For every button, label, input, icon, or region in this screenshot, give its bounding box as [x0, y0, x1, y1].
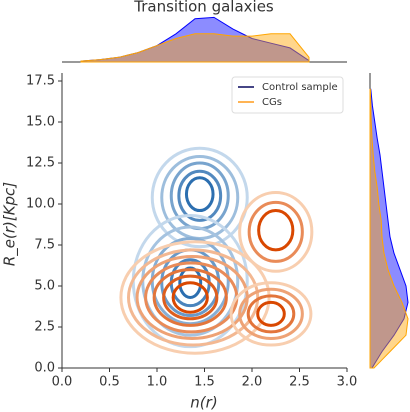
contour [177, 169, 223, 222]
x-axis-label: n(r) [190, 394, 217, 412]
legend-label: Control sample [262, 82, 338, 93]
contour [238, 191, 314, 273]
y-tick-label: 5.0 [34, 279, 55, 294]
marginal-x-density [80, 33, 310, 63]
chart-title: Transition galaxies [133, 0, 274, 16]
y-tick-label: 7.5 [34, 238, 55, 253]
contour [247, 200, 304, 263]
legend-box [231, 76, 344, 114]
y-tick-label: 10.0 [26, 197, 55, 212]
y-axis-label: R_e(r)[Kpc] [1, 182, 20, 266]
y-tick-label: 2.5 [34, 320, 55, 335]
x-tick-label: 0.5 [99, 375, 120, 390]
contour [119, 240, 271, 355]
contour [162, 274, 219, 321]
y-tick-label: 0.0 [34, 361, 55, 376]
x-tick-label: 2.0 [242, 375, 263, 390]
x-tick-label: 0.0 [52, 375, 73, 390]
contour [150, 146, 249, 249]
contour [257, 209, 295, 252]
contour [152, 268, 228, 327]
x-tick-label: 2.5 [289, 375, 310, 390]
contour [256, 300, 286, 327]
y-tick-label: 15.0 [26, 115, 55, 130]
contour [160, 154, 240, 240]
x-tick-label: 1.5 [194, 375, 215, 390]
contour [229, 281, 313, 347]
contour [184, 176, 215, 213]
y-tick-label: 12.5 [26, 156, 55, 171]
x-tick-label: 1.0 [147, 375, 168, 390]
contour [178, 266, 203, 299]
contour [171, 281, 209, 314]
marginal-y-density [369, 88, 409, 369]
contour [246, 294, 296, 334]
contour [238, 287, 304, 340]
x-tick-label: 3.0 [337, 375, 358, 390]
marginal-y-density [369, 88, 409, 369]
y-tick-label: 17.5 [26, 74, 55, 89]
legend-label: CGs [262, 97, 282, 108]
